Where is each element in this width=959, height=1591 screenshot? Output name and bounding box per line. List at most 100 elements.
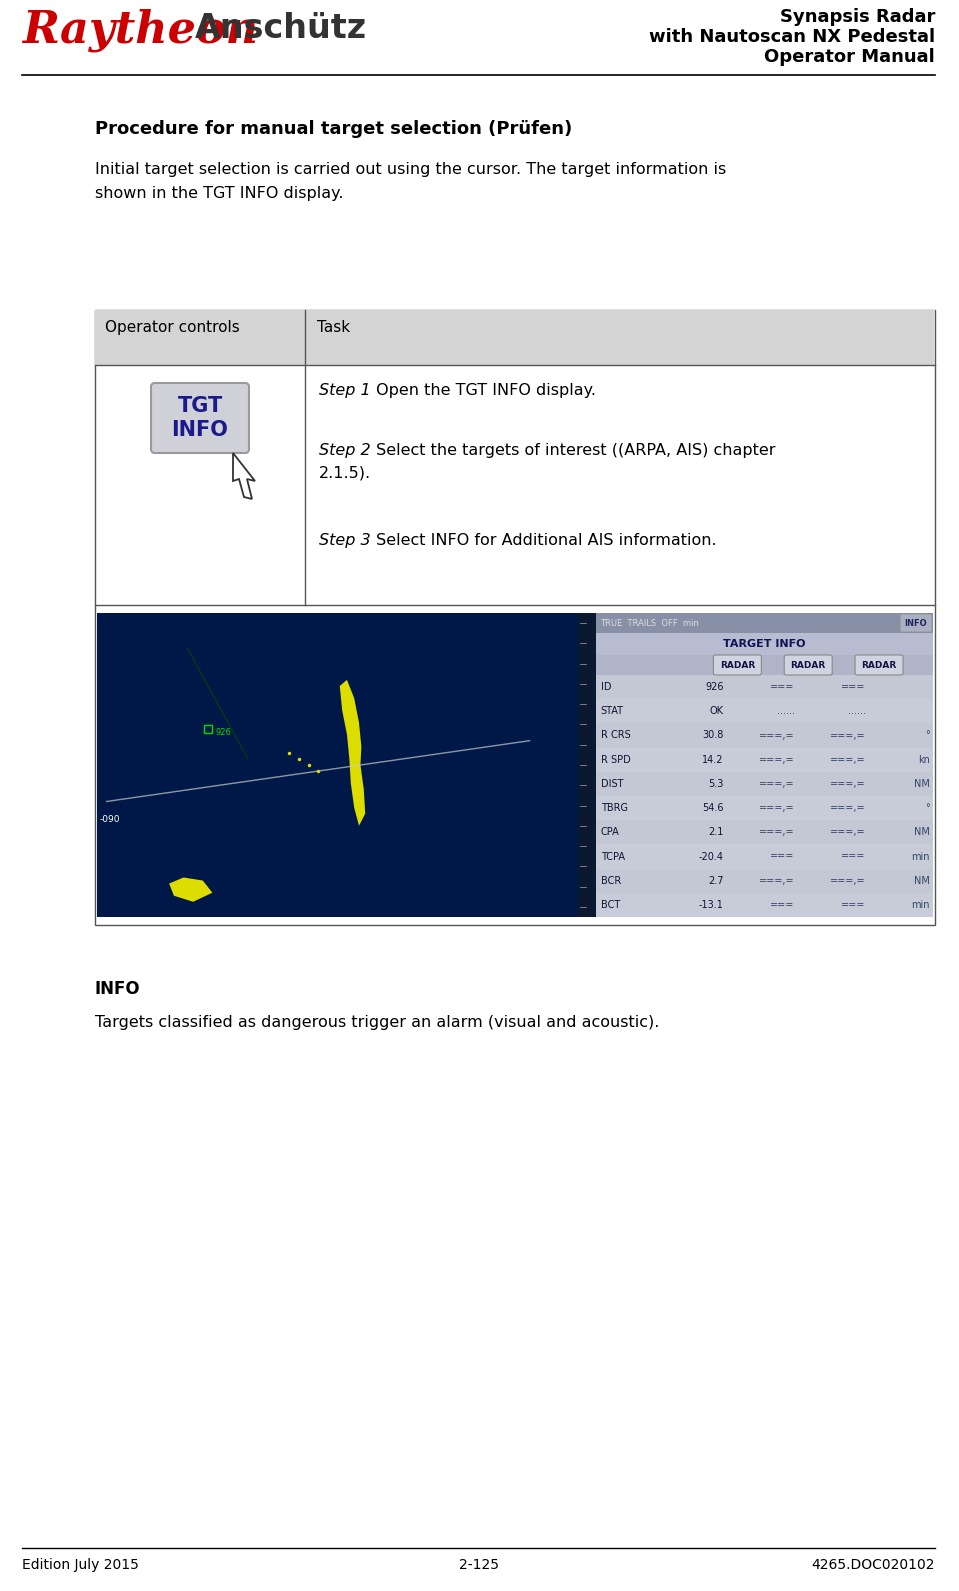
Text: ===,=: ===,= (830, 875, 866, 886)
Text: Anschütz: Anschütz (195, 13, 367, 45)
Text: TGT
INFO: TGT INFO (172, 396, 228, 439)
Text: -13.1: -13.1 (699, 901, 724, 910)
Text: Initial target selection is carried out using the cursor. The target information: Initial target selection is carried out … (95, 162, 726, 177)
Bar (596, 724, 933, 748)
Text: ===: === (841, 851, 866, 861)
Text: 30.8: 30.8 (703, 730, 724, 740)
Text: °: ° (924, 730, 929, 740)
Bar (95, 310, 935, 924)
Text: -20.4: -20.4 (699, 851, 724, 861)
Text: ===: === (841, 683, 866, 692)
Text: Step 2: Step 2 (319, 442, 370, 458)
Bar (596, 748, 933, 772)
Text: ===,=: ===,= (760, 827, 795, 837)
Text: Open the TGT INFO display.: Open the TGT INFO display. (371, 383, 596, 398)
Polygon shape (169, 878, 212, 902)
FancyBboxPatch shape (855, 655, 903, 675)
Text: Step 3: Step 3 (319, 533, 370, 547)
Text: 54.6: 54.6 (702, 803, 724, 813)
Bar (596, 633, 933, 655)
Text: ===: === (770, 683, 795, 692)
Bar (596, 893, 933, 916)
Bar (577, 613, 596, 916)
Text: ===,=: ===,= (830, 754, 866, 765)
Text: ......: ...... (777, 706, 795, 716)
Bar (596, 821, 933, 845)
Bar (95, 310, 935, 364)
Text: 5.3: 5.3 (709, 780, 724, 789)
Bar (596, 869, 933, 893)
Text: 926: 926 (216, 727, 231, 737)
Text: ===,=: ===,= (760, 780, 795, 789)
Text: ===,=: ===,= (830, 730, 866, 740)
Text: °: ° (924, 803, 929, 813)
Bar (596, 698, 933, 724)
Bar (97, 613, 577, 916)
Text: BCT: BCT (600, 901, 620, 910)
FancyBboxPatch shape (151, 383, 249, 453)
Text: OK: OK (710, 706, 724, 716)
Text: TRUE  TRAILS  OFF  min: TRUE TRAILS OFF min (599, 619, 698, 627)
Text: Synapsis Radar: Synapsis Radar (780, 8, 935, 25)
Text: ===,=: ===,= (830, 780, 866, 789)
Text: kn: kn (918, 754, 929, 765)
Text: ===,=: ===,= (760, 730, 795, 740)
Text: TBRG: TBRG (600, 803, 628, 813)
Text: Select INFO for Additional AIS information.: Select INFO for Additional AIS informati… (371, 533, 716, 547)
FancyBboxPatch shape (900, 614, 932, 632)
Text: 14.2: 14.2 (702, 754, 724, 765)
Bar (596, 613, 933, 633)
Polygon shape (339, 679, 365, 826)
Text: -090: -090 (100, 815, 121, 824)
Text: ===,=: ===,= (830, 803, 866, 813)
Text: ===: === (770, 851, 795, 861)
Text: with Nautoscan NX Pedestal: with Nautoscan NX Pedestal (649, 29, 935, 46)
Text: INFO: INFO (95, 980, 141, 998)
Text: R SPD: R SPD (600, 754, 630, 765)
Text: Select the targets of interest ((ARPA, AIS) chapter: Select the targets of interest ((ARPA, A… (371, 442, 776, 458)
Text: ID: ID (600, 683, 611, 692)
Bar (596, 655, 933, 675)
Bar (97, 613, 933, 916)
Text: RADAR: RADAR (790, 660, 826, 670)
Text: 2.1.5).: 2.1.5). (319, 465, 371, 480)
Text: Operator Manual: Operator Manual (764, 48, 935, 65)
Text: ......: ...... (848, 706, 866, 716)
Text: 2.7: 2.7 (709, 875, 724, 886)
Bar (596, 796, 933, 821)
Text: NM: NM (914, 875, 929, 886)
Text: Raytheon: Raytheon (22, 8, 258, 51)
Text: 926: 926 (706, 683, 724, 692)
Text: TCPA: TCPA (600, 851, 624, 861)
Text: Step 1: Step 1 (319, 383, 370, 398)
Bar (596, 845, 933, 869)
Text: NM: NM (914, 827, 929, 837)
Text: Task: Task (317, 320, 350, 336)
Text: ===: === (841, 901, 866, 910)
Text: ===,=: ===,= (760, 875, 795, 886)
Text: STAT: STAT (600, 706, 623, 716)
Text: ===,=: ===,= (760, 803, 795, 813)
Text: ===,=: ===,= (760, 754, 795, 765)
Text: CPA: CPA (600, 827, 620, 837)
Bar (596, 613, 933, 916)
Text: TARGET INFO: TARGET INFO (723, 640, 806, 649)
Text: BCR: BCR (600, 875, 620, 886)
Text: RADAR: RADAR (720, 660, 755, 670)
Text: shown in the TGT INFO display.: shown in the TGT INFO display. (95, 186, 343, 200)
Text: Edition July 2015: Edition July 2015 (22, 1558, 139, 1572)
Text: 2-125: 2-125 (459, 1558, 499, 1572)
Text: ===,=: ===,= (830, 827, 866, 837)
FancyBboxPatch shape (784, 655, 832, 675)
Polygon shape (233, 453, 255, 500)
Text: 4265.DOC020102: 4265.DOC020102 (811, 1558, 935, 1572)
Text: ===: === (770, 901, 795, 910)
Text: Targets classified as dangerous trigger an alarm (visual and acoustic).: Targets classified as dangerous trigger … (95, 1015, 660, 1029)
Text: INFO: INFO (904, 619, 927, 627)
Text: RADAR: RADAR (861, 660, 897, 670)
Text: Procedure for manual target selection (Prüfen): Procedure for manual target selection (P… (95, 119, 573, 138)
Bar (596, 772, 933, 796)
Text: NM: NM (914, 780, 929, 789)
Text: DIST: DIST (600, 780, 623, 789)
Text: Operator controls: Operator controls (105, 320, 240, 336)
